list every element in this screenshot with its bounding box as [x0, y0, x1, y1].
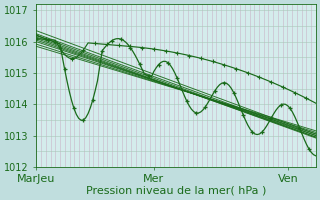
X-axis label: Pression niveau de la mer( hPa ): Pression niveau de la mer( hPa ) [86, 186, 266, 196]
